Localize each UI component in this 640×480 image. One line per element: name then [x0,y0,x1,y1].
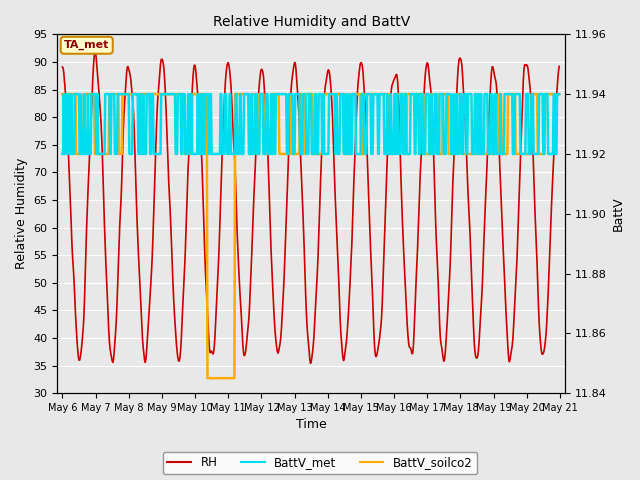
Text: TA_met: TA_met [64,40,109,50]
Legend: RH, BattV_met, BattV_soilco2: RH, BattV_met, BattV_soilco2 [163,452,477,474]
Y-axis label: BattV: BattV [612,196,625,231]
Title: Relative Humidity and BattV: Relative Humidity and BattV [212,15,410,29]
Y-axis label: Relative Humidity: Relative Humidity [15,158,28,269]
X-axis label: Time: Time [296,419,326,432]
